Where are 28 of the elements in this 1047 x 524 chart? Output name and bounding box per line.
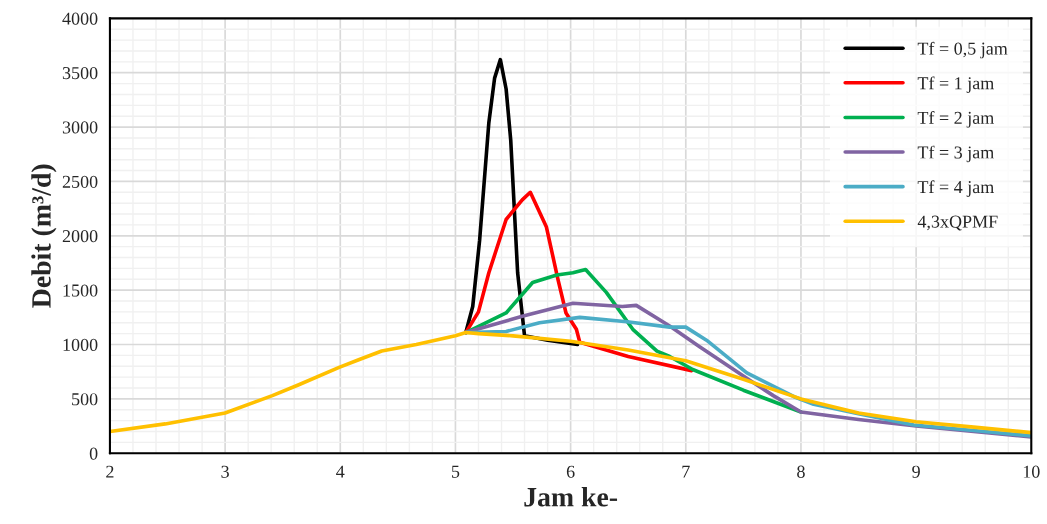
x-tick-label: 2: [106, 465, 114, 478]
legend-label: Tf = 0,5 jam: [917, 41, 1008, 59]
x-tick-label: 9: [912, 465, 920, 478]
y-tick-label: 0: [89, 447, 98, 460]
legend-label: 4,3xQPMF: [917, 215, 998, 231]
legend-label: Tf = 2 jam: [917, 111, 994, 128]
line-series: [464, 190, 694, 373]
legend-label: Tf = 4 jam: [917, 180, 994, 197]
x-tick-label: 10: [1023, 465, 1040, 478]
y-tick-label: 4000: [62, 12, 98, 25]
y-tick-label: 3500: [62, 66, 98, 80]
x-tick-label: 8: [797, 465, 805, 478]
x-axis-title: Jam ke-: [524, 487, 618, 507]
x-tick-label: 7: [682, 465, 690, 478]
legend-label: Tf = 3 jam: [917, 145, 994, 163]
y-tick-label: 2500: [62, 175, 98, 188]
legend-label: Tf = 1 jam: [917, 76, 994, 93]
x-tick-label: 4: [336, 465, 345, 478]
x-tick-label: 5: [451, 465, 460, 478]
x-tick-label: 3: [221, 465, 229, 478]
y-tick-label: 500: [72, 393, 98, 406]
y-tick-label: 2000: [62, 230, 98, 243]
y-axis-title: Debit (m³/d): [31, 164, 57, 308]
y-tick-label: 3000: [62, 121, 98, 134]
y-tick-label: 1000: [63, 338, 98, 351]
y-tick-label: 1500: [63, 284, 98, 297]
line-series: [109, 330, 1032, 435]
x-tick-label: 6: [566, 465, 575, 478]
